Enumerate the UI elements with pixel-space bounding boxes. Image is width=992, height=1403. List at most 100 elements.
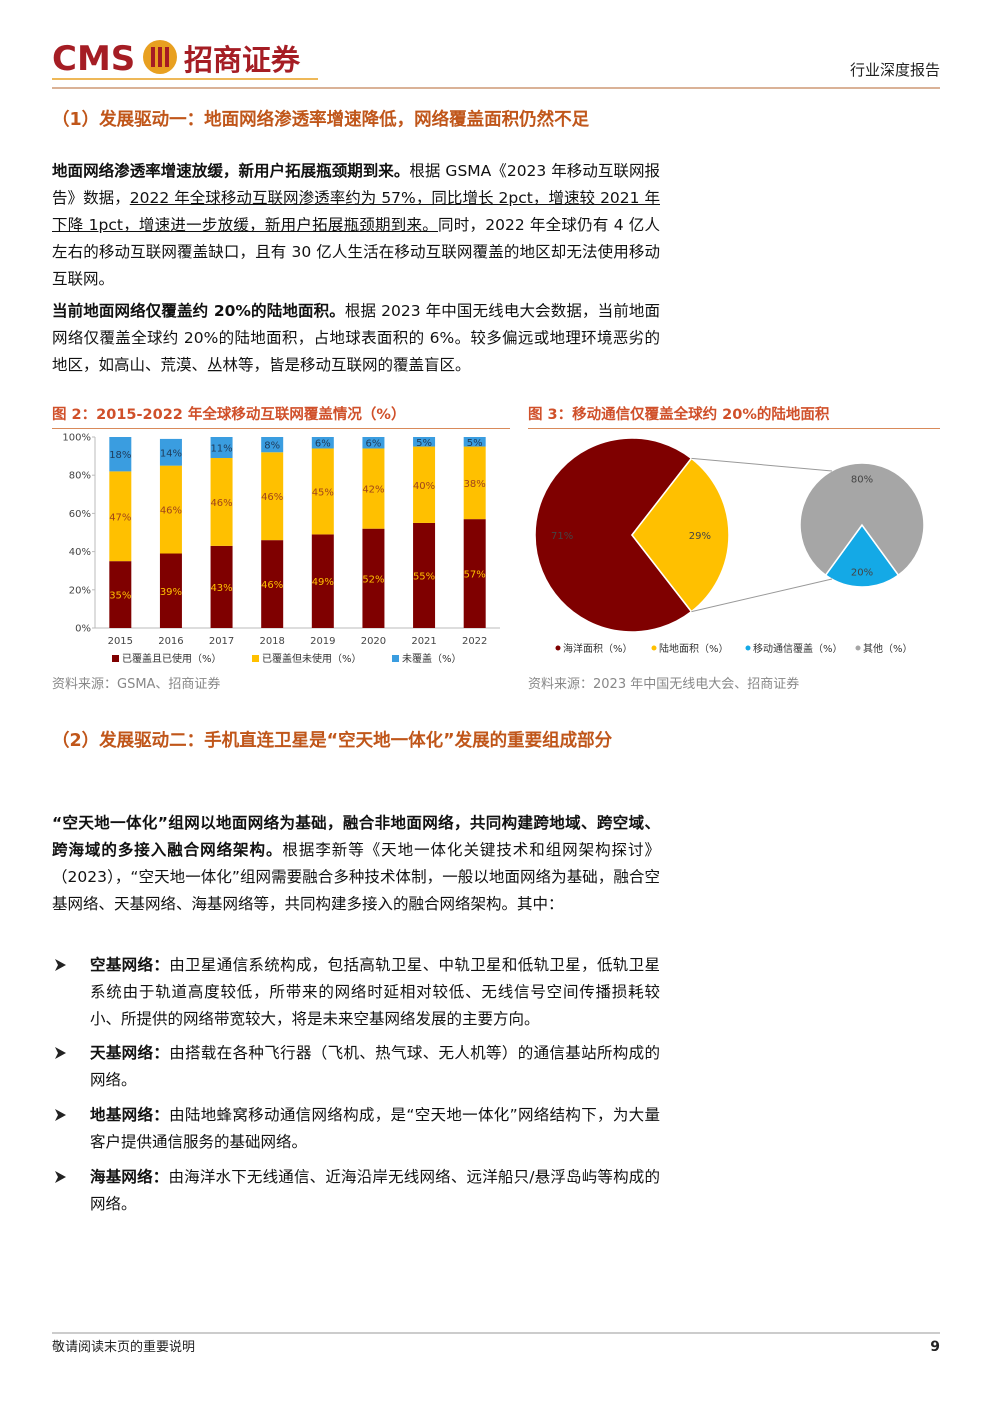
data-label: 46% <box>261 492 283 503</box>
data-label: 57% <box>464 570 486 581</box>
arrow-shape <box>55 959 66 971</box>
data-label: 8% <box>264 441 280 452</box>
bullet-text: 由海洋水下无线通信、近海沿岸无线网络、远洋船只/悬浮岛屿等构成的网络。 <box>90 1168 660 1213</box>
data-label: 55% <box>413 571 435 582</box>
data-label: 5% <box>416 438 432 449</box>
bullet-arrow <box>55 1047 66 1059</box>
bullet-term: 天基网络： <box>90 1044 170 1062</box>
bar-segment <box>463 519 486 628</box>
footer-note: 敬请阅读末页的重要说明 <box>52 1339 195 1355</box>
data-label: 46% <box>160 506 182 517</box>
logo-text: CMS <box>52 39 135 79</box>
y-tick-label: 100% <box>62 433 91 444</box>
bullet-text: 由搭载在各种飞行器（飞机、热气球、无人机等）的通信基站所构成的网络。 <box>90 1044 660 1089</box>
connector <box>691 457 833 472</box>
x-tick-label: 2015 <box>108 636 133 647</box>
text: 根据 GSMA《2023 年移动互联网报告》数据， <box>52 162 660 207</box>
bar-segment <box>362 528 385 628</box>
bullet-item: 天基网络：由搭载在各种飞行器（飞机、热气球、无人机等）的通信基站所构成的网络。 <box>90 1040 660 1094</box>
bold-lead: 地面网络渗透率增速放缓，新用户拓展瓶颈期到来。 <box>52 162 410 180</box>
bar-segment <box>413 437 436 447</box>
bar-segment <box>362 437 385 449</box>
legend-dot <box>745 645 751 651</box>
legend-swatch <box>252 655 259 662</box>
arrow-shape <box>55 1109 66 1121</box>
data-label: 35% <box>109 591 131 602</box>
chart-title: 图 3：移动通信仅覆盖全球约 20%的陆地面积 <box>528 403 940 429</box>
chart-title: 图 2：2015-2022 年全球移动互联网覆盖情况（%） <box>52 403 510 429</box>
data-label: 39% <box>160 587 182 598</box>
data-label: 29% <box>689 531 711 542</box>
x-tick-label: 2017 <box>209 636 234 647</box>
bar-segment <box>210 458 233 546</box>
x-tick-label: 2021 <box>411 636 436 647</box>
y-tick-label: 60% <box>69 509 91 520</box>
legend-swatch <box>112 655 119 662</box>
data-label: 42% <box>362 485 384 496</box>
bullet-arrow <box>55 1109 66 1121</box>
bar-segment <box>311 437 334 449</box>
pie-slice <box>534 437 693 633</box>
arrow-shape <box>55 1171 66 1183</box>
legend-swatch <box>392 655 399 662</box>
bar-segment <box>311 448 334 535</box>
data-label: 45% <box>312 487 334 498</box>
data-label: 5% <box>467 438 483 449</box>
y-tick-label: 80% <box>69 471 91 482</box>
bold-lead: 当前地面网络仅覆盖约 20%的陆地面积。 <box>52 302 345 320</box>
bullet-term: 海基网络： <box>90 1168 169 1186</box>
header-graphics: CMS 招商证券 行业深度报告 <box>52 39 940 89</box>
x-tick-label: 2018 <box>259 636 284 647</box>
bar-segment <box>109 471 132 562</box>
logo-icon-bar <box>158 47 162 67</box>
bar-segment <box>261 437 284 453</box>
paragraph: 地面网络渗透率增速放缓，新用户拓展瓶颈期到来。根据 GSMA《2023 年移动互… <box>52 158 660 293</box>
bullet-text: 由卫星通信系统构成，包括高轨卫星、中轨卫星和低轨卫星，低轨卫星系统由于轨道高度较… <box>90 956 660 1028</box>
section-heading: （1）发展驱动一：地面网络渗透率增速降低，网络覆盖面积仍然不足 <box>52 110 590 130</box>
bar-segment <box>109 437 132 472</box>
data-label: 14% <box>160 448 182 459</box>
legend-label: 海洋面积（%） <box>563 642 633 655</box>
bar-segment <box>210 437 233 459</box>
legend-label: 未覆盖（%） <box>402 652 462 665</box>
bar-segment <box>210 545 233 628</box>
data-label: 43% <box>210 583 232 594</box>
legend-label: 其他（%） <box>863 642 913 655</box>
data-label: 11% <box>210 444 232 455</box>
text: 同时，2022 年全球仍有 4 亿人左右的移动互联网覆盖缺口，且有 30 亿人生… <box>52 216 660 288</box>
bar-segment <box>261 540 284 628</box>
data-label: 47% <box>109 512 131 523</box>
arrow-shape <box>55 1047 66 1059</box>
brand-name: 招商证券 <box>184 43 301 77</box>
paragraph: 当前地面网络仅覆盖约 20%的陆地面积。根据 2023 年中国无线电大会数据，当… <box>52 298 660 379</box>
x-tick-label: 2022 <box>462 636 487 647</box>
data-label: 46% <box>210 498 232 509</box>
bar-chart: 0% 20% 40% 60% 80% 100% 2015 35% 47% 18% 2016 39% 46… <box>62 433 500 665</box>
bar-segment <box>159 553 182 628</box>
y-tick-label: 0% <box>75 624 91 635</box>
data-label: 46% <box>261 580 283 591</box>
legend-label: 已覆盖但未使用（%） <box>262 652 362 665</box>
bullet-arrow <box>55 959 66 971</box>
bold-lead: “空天地一体化”组网以地面网络为基础，融合非地面网络，共同构建跨地域、跨空域、跨… <box>52 814 660 859</box>
pie-slice <box>631 457 730 613</box>
legend-label: 陆地面积（%） <box>659 642 729 655</box>
legend-label: 已覆盖且已使用（%） <box>122 652 222 665</box>
bar-segment <box>159 438 182 466</box>
data-label: 80% <box>851 475 873 486</box>
legend-dot <box>555 645 561 651</box>
data-label: 18% <box>109 450 131 461</box>
bullet-item: 空基网络：由卫星通信系统构成，包括高轨卫星、中轨卫星和低轨卫星，低轨卫星系统由于… <box>90 952 660 1033</box>
text: 根据李新等《天地一体化关键技术和组网架构探讨》（2023），“空天地一体化”组网… <box>52 841 660 913</box>
bullet-item: 海基网络：由海洋水下无线通信、近海沿岸无线网络、远洋船只/悬浮岛屿等构成的网络。 <box>90 1164 660 1218</box>
data-label: 6% <box>366 439 382 450</box>
bullet-text: 由陆地蜂窝移动通信网络构成，是“空天地一体化”网络结构下，为大量客户提供通信服务… <box>90 1106 660 1151</box>
section-heading: （2）发展驱动二：手机直连卫星是“空天地一体化”发展的重要组成部分 <box>52 731 613 751</box>
data-label: 38% <box>464 479 486 490</box>
page-number: 9 <box>930 1339 940 1355</box>
pie-chart: 71% 29% 20% 80% 海洋面积（%） 陆地面积（%） 移动通信覆盖（%） 其他（%） <box>534 437 925 655</box>
x-tick-label: 2016 <box>158 636 183 647</box>
bar-segment <box>109 561 132 628</box>
